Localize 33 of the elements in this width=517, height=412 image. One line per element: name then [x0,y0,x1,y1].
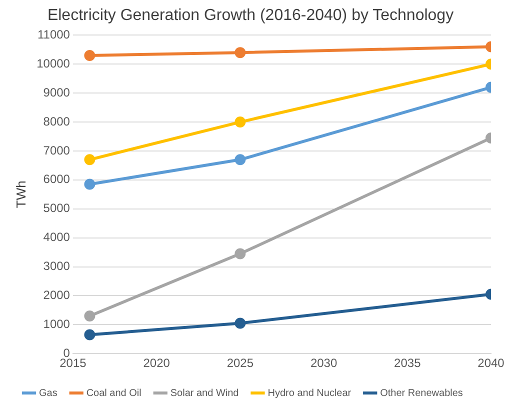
x-tick-label: 2040 [478,356,505,370]
point [234,318,246,329]
point [234,116,246,128]
y-tick-label: 1000 [43,316,70,331]
x-tick-label: 2030 [310,356,338,370]
point [84,310,96,322]
point [84,178,96,190]
point [84,154,96,166]
y-axis-title: TWh [13,180,28,208]
y-tick-label: 4000 [43,230,70,244]
y-tick-label: 3000 [43,259,70,274]
point [234,154,246,166]
point [84,329,96,340]
x-tick-label: 2020 [143,356,170,370]
y-tick-label: 11000 [37,28,70,42]
point [234,248,246,260]
y-tick-label: 8000 [43,114,70,128]
y-tick-label: 6000 [43,172,70,186]
x-tick-label: 2035 [394,356,422,370]
y-tick-label: 2000 [43,288,70,302]
y-tick-label: 5000 [43,201,70,216]
legend-label: Hydro and Nuclear [268,388,352,399]
chart-title: Electricity Generation Growth (2016-2040) by Technology [47,7,454,24]
x-tick-label: 2025 [226,356,254,370]
legend-label: Coal and Oil [86,388,142,399]
legend-label: Gas [39,388,58,399]
point [234,47,246,58]
legend-label: Solar and Wind [170,388,239,399]
y-tick-label: 9000 [43,85,70,100]
y-tick-label: 10000 [36,56,70,70]
point [84,50,96,61]
y-tick-label: 7000 [43,143,70,158]
legend-label: Other Renewables [380,388,463,399]
